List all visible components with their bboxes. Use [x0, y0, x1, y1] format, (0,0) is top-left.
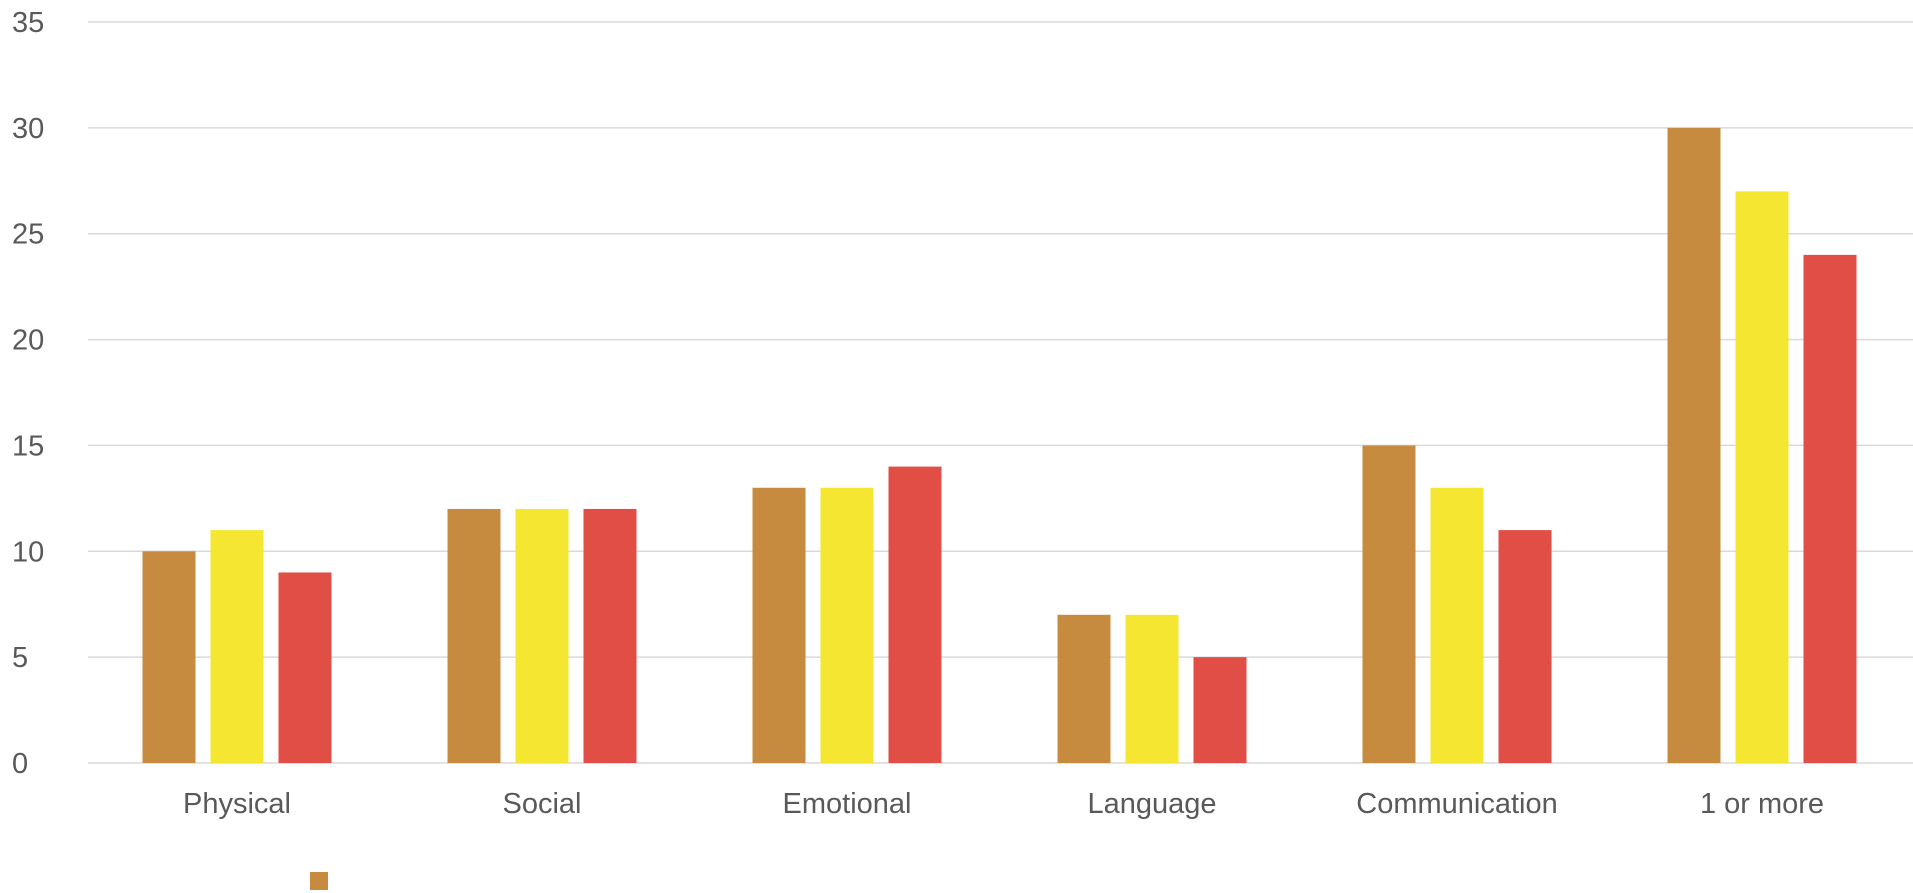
x-axis-ticks: Physical Social Emotional Language Communica… — [183, 788, 1824, 820]
y-tick-label: 30 — [12, 113, 44, 145]
bar — [752, 487, 806, 763]
x-tick-label: Emotional — [783, 788, 912, 820]
y-tick-label: 0 — [12, 748, 28, 780]
bar — [1803, 254, 1857, 763]
bars — [142, 127, 1857, 764]
bar — [1498, 530, 1552, 763]
y-tick-label: 15 — [12, 430, 44, 462]
legend-swatch — [310, 872, 328, 890]
x-tick-label: Communication — [1356, 788, 1557, 820]
gridlines — [88, 21, 1913, 764]
x-tick-label: Language — [1087, 788, 1216, 820]
y-tick-label: 25 — [12, 219, 44, 251]
bar — [1057, 614, 1111, 763]
bar — [1362, 445, 1416, 763]
bar — [1125, 614, 1179, 763]
bar — [1430, 487, 1484, 763]
bar — [515, 508, 569, 763]
bar — [583, 508, 637, 763]
y-tick-label: 20 — [12, 325, 44, 357]
bar — [888, 466, 942, 763]
y-tick-label: 10 — [12, 536, 44, 568]
bar — [210, 530, 264, 763]
bar — [278, 572, 332, 763]
legend — [310, 872, 328, 890]
bar — [1193, 657, 1247, 763]
bar — [1735, 191, 1789, 763]
bar — [447, 508, 501, 763]
x-tick-label: Social — [503, 788, 582, 820]
bar — [1667, 127, 1721, 764]
y-tick-label: 5 — [12, 642, 28, 674]
x-tick-label: Physical — [183, 788, 291, 820]
x-tick-label: 1 or more — [1700, 788, 1824, 820]
bar — [142, 551, 196, 763]
y-tick-label: 35 — [12, 7, 44, 39]
y-axis-ticks: 0 5 10 15 20 25 30 35 — [12, 7, 44, 780]
bar — [820, 487, 874, 763]
